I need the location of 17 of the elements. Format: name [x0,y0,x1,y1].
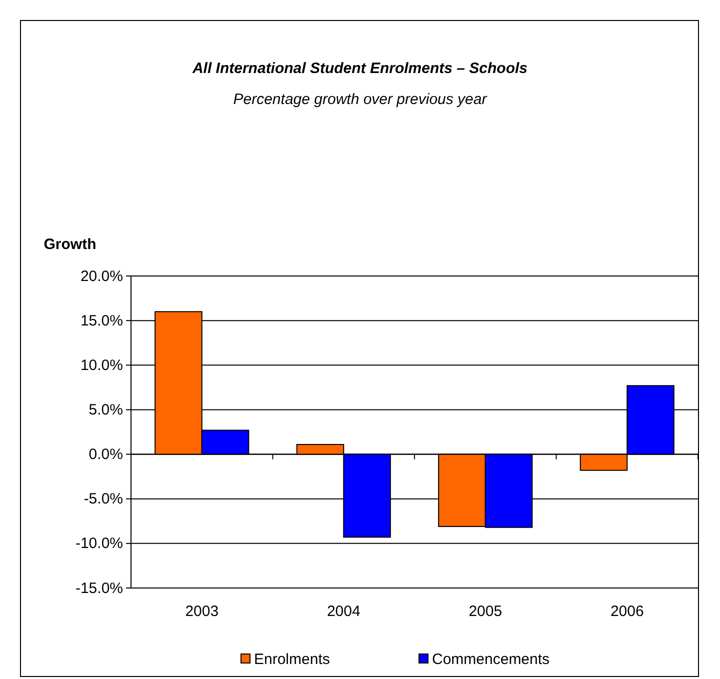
y-tick-label: 10.0% [80,356,123,374]
y-tick-label: 15.0% [80,312,123,330]
legend-label: Enrolments [254,651,330,668]
chart-title: All International Student Enrolments – Schools [191,60,528,77]
y-tick-label: -15.0% [75,580,123,597]
x-tick-label: 2004 [326,603,360,620]
legend-label: Commencements [432,651,550,668]
y-tick-label: 20.0% [80,268,123,285]
y-axis-title: Growth [44,236,96,253]
y-tick-label: -10.0% [75,535,123,552]
x-tick-label: 2005 [468,603,502,620]
chart-subtitle: Percentage growth over previous year [233,91,488,108]
y-tick-label: 0.0% [88,446,123,464]
y-tick-label: 5.0% [88,402,123,419]
x-tick-label: 2003 [185,603,219,620]
x-tick-label: 2006 [610,603,644,620]
y-tick-label: -5.0% [84,490,123,508]
